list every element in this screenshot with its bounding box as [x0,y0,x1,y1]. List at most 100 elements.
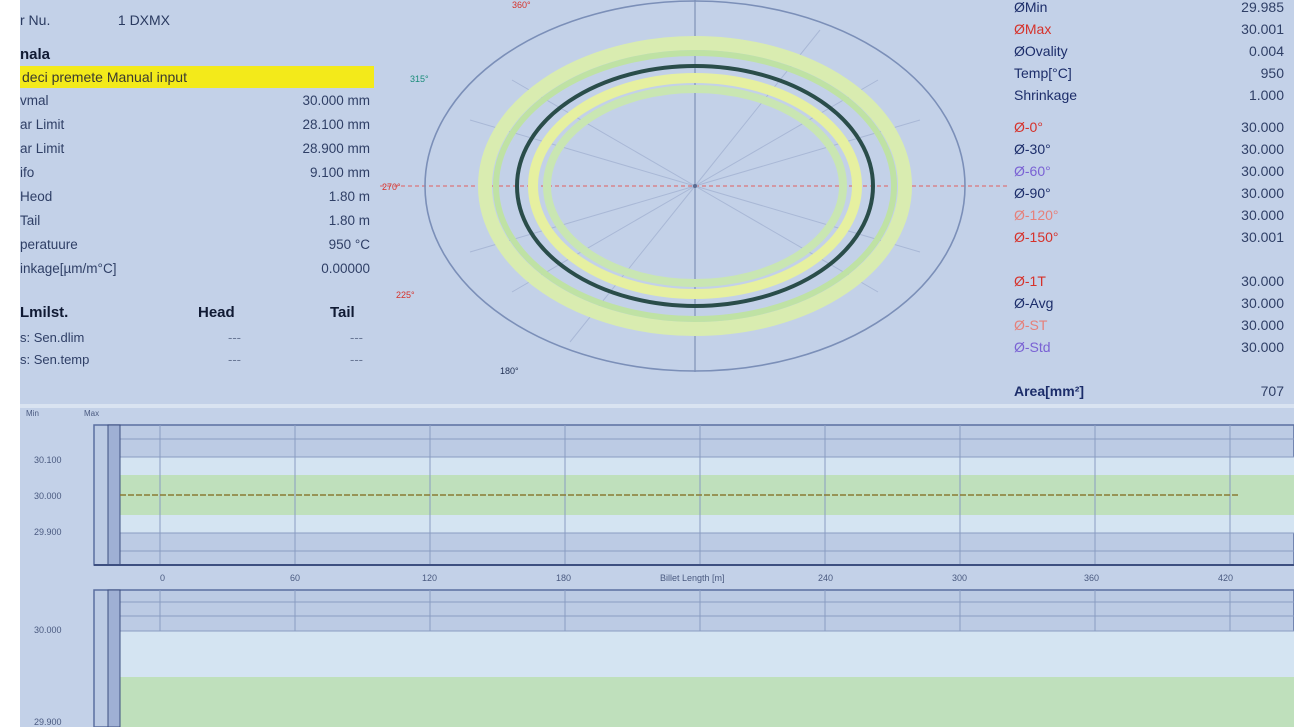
param-row: ifo 9.100 mm [20,162,374,184]
angle-row: Ø-90° 30.000 [1014,182,1284,204]
param-value[interactable]: 30.000 mm [302,93,370,108]
lower-y-tick: 30.000 [34,625,62,635]
limits-header-head: Head [198,304,235,321]
angle-value: 30.000 [1241,141,1284,157]
upper-y-scrollbar[interactable] [107,424,121,566]
upper-x-tick: 120 [422,573,437,583]
polar-profile-view[interactable]: 360° 315° 270° 225° 180° [380,0,1010,405]
angle-row: Ø-30° 30.000 [1014,138,1284,160]
param-value[interactable]: 28.100 mm [302,117,370,132]
param-value[interactable]: 28.900 mm [302,141,370,156]
angle-value: 30.000 [1241,207,1284,223]
outer-reference-ring [424,0,966,372]
polar-label-left: 270° [382,182,401,192]
upper-x-tick: 60 [290,573,300,583]
angle-label: Ø-30° [1014,141,1051,157]
stat-label: ØMin [1014,0,1048,15]
param-row: vmal 30.000 mm [20,90,374,112]
param-row: inkage[µm/m°C] 0.00000 [20,258,374,280]
panel-divider [20,404,1294,408]
angle-label: Ø-60° [1014,163,1051,179]
upper-x-title: Billet Length [m] [660,573,725,583]
lower-tolerance-band [528,73,862,299]
stat-label: ØOvality [1014,43,1068,59]
polar-label-top: 360° [512,0,531,10]
param-row: ar Limit 28.100 mm [20,114,374,136]
lower-tolerance-band-inner [543,85,847,287]
stats-panel: ØMin 29.985 ØMax 30.001 ØOvality 0.004 T… [1010,0,1288,405]
extra-value: 30.000 [1241,273,1284,289]
extra-row: Ø-1T 30.000 [1014,270,1284,292]
lower-chart-tolerance-band [120,677,1294,727]
extra-row: Ø-ST 30.000 [1014,314,1284,336]
stat-value: 950 [1260,65,1284,81]
param-label: inkage[µm/m°C] [20,261,117,276]
limits-header-tail: Tail [330,304,355,321]
param-label: Heod [20,189,53,204]
param-value[interactable]: 1.80 m [328,213,370,228]
extra-label: Ø-Std [1014,339,1051,355]
billet-number-value: 1 DXMX [117,12,171,28]
window-edge [0,0,20,727]
extra-value: 30.000 [1241,317,1284,333]
lower-y-scrollbar[interactable] [107,589,121,727]
stat-row: Temp[°C] 950 [1014,62,1284,84]
param-label: Tail [20,213,41,228]
param-value[interactable]: 0.00000 [321,261,370,276]
angle-row: Ø-60° 30.000 [1014,160,1284,182]
extra-label: Ø-ST [1014,317,1048,333]
limits-row-head: --- [228,330,241,345]
lower-limit-band [120,515,1294,533]
param-label: ifo [20,165,35,180]
extra-row: Ø-Avg 30.000 [1014,292,1284,314]
param-label: vmal [20,93,49,108]
limits-row-label: s: Sen.temp [20,352,90,367]
upper-tolerance-band [478,36,912,336]
angle-row: Ø-0° 30.000 [1014,116,1284,138]
legend-max: Max [84,409,100,418]
preset-selector[interactable]: deci premete Manual input [20,66,374,88]
param-row: Tail 1.80 m [20,210,374,232]
angle-label: Ø-120° [1014,207,1059,223]
stat-value: 30.001 [1241,21,1284,37]
param-value[interactable]: 1.80 m [328,189,370,204]
limits-header-label: Lmilst. [20,304,69,321]
stat-value: 0.004 [1248,43,1284,59]
upper-x-tick: 420 [1218,573,1233,583]
extra-row: Ø-Std 30.000 [1014,336,1284,358]
upper-x-tick: 180 [556,573,571,583]
extra-value: 30.000 [1241,295,1284,311]
billet-number-row: r Nu. 1 DXMX [20,12,170,28]
measured-profile-ring [515,64,875,308]
stat-value: 29.985 [1241,0,1284,15]
angle-value: 30.000 [1241,119,1284,135]
angle-label: Ø-150° [1014,229,1059,245]
area-value: 707 [1260,383,1284,399]
angle-row: Ø-150° 30.001 [1014,226,1284,248]
polar-center [693,184,697,188]
tolerance-band-inner [493,50,897,322]
param-value[interactable]: 950 °C [328,237,370,252]
polar-label-bottom: 180° [500,366,519,376]
param-value[interactable]: 9.100 mm [309,165,370,180]
angle-value: 30.000 [1241,163,1284,179]
extra-label: Ø-1T [1014,273,1046,289]
stat-row: ØMax 30.001 [1014,18,1284,40]
lower-gridlines [120,590,1294,632]
stat-row: ØMin 29.985 [1014,0,1284,18]
area-row: Area[mm²] 707 [1014,380,1284,402]
length-charts: 30.100 30.000 29.900 0 60 120 180 Billet… [20,405,1294,727]
section-title: nala [20,46,51,63]
param-label: peratuure [20,237,78,252]
limits-row-head: --- [228,352,241,367]
stat-label: ØMax [1014,21,1052,37]
upper-x-tick: 360 [1084,573,1099,583]
angle-value: 30.001 [1241,229,1284,245]
billet-number-label: r Nu. [20,12,51,28]
stat-row: ØOvality 0.004 [1014,40,1284,62]
limits-row-tail: --- [350,352,363,367]
upper-chart[interactable]: 30.100 30.000 29.900 0 60 120 180 Billet… [34,424,1294,583]
extra-label: Ø-Avg [1014,295,1054,311]
upper-x-tick: 0 [160,573,165,583]
lower-chart[interactable]: 30.000 29.900 [34,589,1294,727]
